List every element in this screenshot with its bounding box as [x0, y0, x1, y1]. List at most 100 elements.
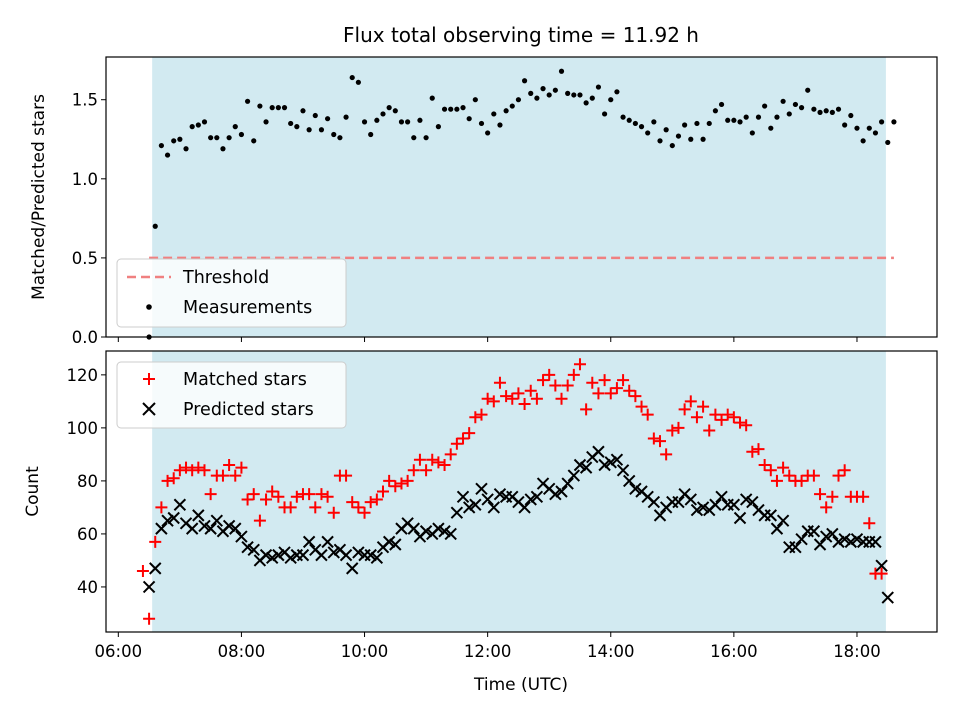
matched-stars-point — [401, 474, 414, 487]
measurement-point — [602, 111, 608, 117]
predicted-stars-point — [623, 474, 636, 488]
matched-stars-point — [303, 488, 316, 501]
matched-stars-point — [727, 411, 740, 424]
predicted-stars-point — [826, 527, 839, 541]
matched-stars-point — [524, 384, 537, 397]
measurement-point — [485, 130, 491, 136]
predicted-stars-point — [592, 445, 605, 458]
matched-stars-point — [814, 488, 827, 501]
count-panel: 40 60 80 100 120 06:00 08:00 10:00 12:00 14:00 16… — [23, 351, 938, 661]
matched-stars-point — [734, 416, 747, 429]
matched-stars-point — [352, 501, 365, 514]
measurement-point — [263, 119, 269, 125]
measurement-point — [706, 120, 712, 127]
measurement-point — [337, 135, 343, 141]
predicted-stars-point — [407, 522, 420, 535]
measurement-point — [189, 124, 195, 130]
matched-stars-point — [444, 448, 457, 461]
predicted-stars-legend-label: Predicted stars — [183, 400, 314, 420]
predicted-stars-point — [419, 525, 433, 538]
matched-stars-point — [155, 501, 168, 514]
matched-stars-point — [309, 501, 322, 514]
measurement-point — [854, 125, 860, 131]
measurement-point — [208, 135, 214, 141]
matched-stars-point — [407, 464, 420, 477]
measurement-point — [411, 135, 417, 141]
measurement-point — [294, 124, 300, 130]
measurement-point — [688, 136, 694, 142]
measurement-point — [608, 97, 614, 103]
predicted-stars-point — [241, 540, 254, 554]
matched-stars-point — [623, 384, 636, 397]
matched-stars-point — [752, 443, 765, 456]
matched-stars-point — [641, 408, 654, 421]
measurement-point — [201, 119, 208, 125]
measurement-point — [466, 116, 472, 122]
y-tick-label: 120 — [67, 366, 99, 385]
matched-stars-point — [161, 474, 174, 487]
matched-stars-legend-swatch — [143, 373, 155, 385]
predicted-stars-point — [764, 509, 778, 522]
y-tick-label: 40 — [77, 578, 98, 597]
matched-stars-point — [284, 501, 297, 514]
predicted-stars-point — [604, 456, 617, 469]
measurement-point — [811, 106, 817, 112]
matched-stars-point — [290, 490, 303, 503]
measurement-point — [257, 103, 263, 109]
matched-stars-point — [475, 408, 488, 421]
measurement-point — [158, 142, 164, 149]
matched-stars-point — [223, 458, 236, 471]
matched-stars-point — [807, 469, 820, 482]
matched-stars-point — [857, 490, 870, 503]
matched-stars-point — [703, 424, 716, 437]
matched-stars-point — [764, 464, 777, 477]
threshold-legend-label: Threshold — [182, 268, 269, 288]
measurement-point — [675, 133, 682, 139]
matched-stars-point — [327, 506, 340, 519]
measurement-point — [423, 135, 429, 141]
measurement-point — [251, 138, 257, 144]
predicted-stars-point — [690, 503, 704, 517]
predicted-stars-point — [579, 461, 593, 474]
matched-stars-point — [432, 456, 445, 469]
measurement-point — [226, 135, 232, 141]
measurement-point — [780, 98, 786, 104]
predicted-stars-point — [382, 535, 396, 549]
matched-stars-point — [777, 461, 790, 474]
matched-stars-point — [204, 488, 217, 501]
matched-stars-point — [592, 387, 605, 400]
matched-stars-point — [266, 485, 279, 498]
predicted-stars-point — [469, 498, 482, 511]
matched-stars-point — [340, 469, 353, 482]
predicted-stars-point — [198, 519, 211, 533]
matched-stars-point — [537, 374, 550, 387]
matched-stars-point — [450, 437, 463, 450]
predicted-stars-point — [185, 522, 199, 535]
matched-stars-point — [143, 612, 156, 625]
measurement-point — [331, 131, 337, 138]
measurement-point — [183, 146, 189, 152]
ratio-legend: Threshold Measurements — [116, 258, 347, 328]
ratio-panel: 0.0 0.5 1.0 1.5 Matched/Predicted stars Thr… — [29, 56, 938, 347]
measurement-point — [503, 108, 509, 114]
measurement-point — [731, 117, 737, 123]
predicted-stars-point — [746, 495, 759, 509]
matched-stars-point — [573, 358, 586, 371]
matched-stars-point — [493, 376, 506, 389]
count-legend-box — [116, 361, 347, 429]
measurement-point — [860, 138, 866, 144]
matched-stars-point — [512, 387, 525, 400]
matched-stars-point — [555, 392, 568, 405]
matched-stars-point — [832, 469, 845, 482]
predicted-stars-point — [296, 548, 310, 562]
matched-stars-point — [198, 464, 211, 477]
x-tick-label: 12:00 — [464, 642, 512, 661]
matched-stars-legend-label: Matched stars — [183, 370, 307, 390]
matched-stars-point — [420, 464, 433, 477]
predicted-stars-point — [229, 522, 242, 535]
predicted-stars-point — [222, 519, 236, 533]
measurement-point — [534, 95, 540, 101]
predicted-stars-point — [549, 487, 562, 501]
predicted-stars-point — [167, 511, 180, 525]
